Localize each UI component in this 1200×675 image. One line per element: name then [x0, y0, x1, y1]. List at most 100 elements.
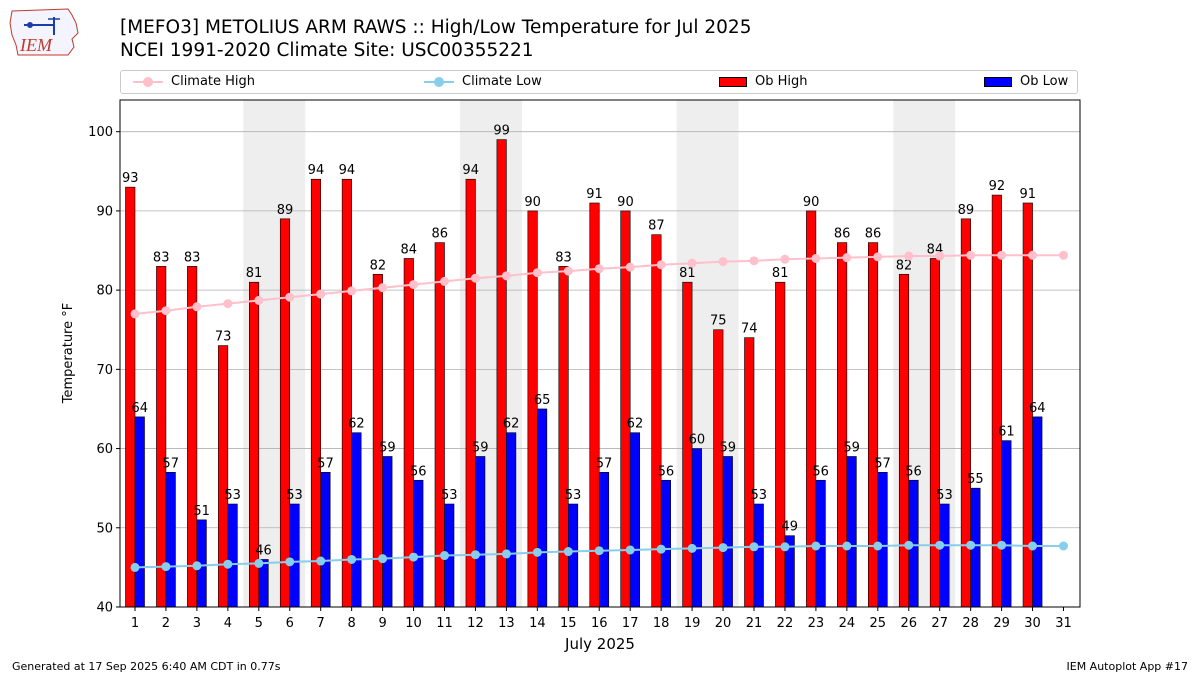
- bar-ob-low-21: [753, 503, 764, 608]
- climate-low-point-13: [501, 549, 511, 559]
- climate-high-point-15: [563, 266, 573, 276]
- climate-low-point-23: [811, 541, 821, 551]
- bar-ob-high-12: [465, 178, 476, 608]
- climate-high-point-12: [470, 273, 480, 283]
- xtick-label-12: 12: [467, 616, 484, 631]
- xtick-label-6: 6: [286, 616, 294, 631]
- bar-ob-high-24: [837, 242, 848, 608]
- xtick-label-15: 15: [560, 616, 577, 631]
- xtick-label-7: 7: [317, 616, 325, 631]
- label-ob-high-19: 81: [679, 266, 696, 281]
- label-ob-high-8: 94: [339, 163, 356, 178]
- climate-high-point-11: [440, 276, 449, 286]
- bar-ob-high-22: [775, 281, 786, 608]
- label-ob-high-9: 82: [370, 258, 387, 273]
- climate-high-point-3: [192, 302, 202, 312]
- xtick-label-30: 30: [1024, 616, 1041, 631]
- label-ob-low-1: 64: [131, 401, 148, 416]
- bar-ob-high-16: [589, 202, 600, 608]
- chart-title: [MEFO3] METOLIUS ARM RAWS :: High/Low Te…: [120, 17, 752, 38]
- label-ob-low-23: 56: [812, 464, 829, 479]
- xtick-label-4: 4: [224, 616, 232, 631]
- xtick-label-3: 3: [193, 616, 201, 631]
- bar-ob-low-2: [165, 472, 176, 608]
- climate-low-point-8: [347, 554, 357, 564]
- climate-low-point-21: [749, 542, 759, 552]
- xtick-label-11: 11: [436, 616, 453, 631]
- xtick-label-10: 10: [405, 616, 422, 631]
- bar-ob-low-13: [506, 432, 517, 608]
- label-ob-high-15: 83: [555, 250, 572, 265]
- climate-low-point-9: [378, 554, 388, 564]
- label-ob-low-9: 59: [379, 440, 396, 455]
- climate-low-point-27: [935, 540, 945, 550]
- label-ob-high-20: 75: [710, 314, 727, 329]
- climate-high-point-7: [316, 289, 326, 299]
- label-ob-high-21: 74: [741, 322, 758, 337]
- iem-logo: IEM: [9, 8, 79, 56]
- bar-ob-high-25: [867, 242, 879, 608]
- label-ob-high-11: 86: [431, 227, 448, 242]
- label-ob-high-23: 90: [803, 195, 820, 210]
- climate-high-point-14: [532, 268, 542, 278]
- x-axis-label: July 2025: [564, 635, 635, 653]
- legend-climate-high-label: Climate High: [171, 74, 256, 89]
- legend-item-ob-low: Ob Low: [984, 74, 1068, 89]
- xtick-label-29: 29: [993, 616, 1010, 631]
- label-ob-low-11: 53: [441, 488, 458, 503]
- climate-high-point-5: [254, 295, 264, 305]
- xtick-label-17: 17: [622, 616, 639, 631]
- label-ob-high-17: 90: [617, 195, 634, 210]
- climate-low-point-3: [192, 561, 202, 571]
- climate-high-point-19: [687, 258, 697, 268]
- bar-ob-low-14: [537, 408, 548, 608]
- label-ob-low-26: 56: [905, 464, 922, 479]
- label-ob-low-5: 46: [255, 543, 272, 558]
- bar-ob-high-26: [898, 273, 910, 608]
- label-ob-low-20: 59: [720, 440, 737, 455]
- xtick-label-22: 22: [777, 616, 794, 631]
- xtick-label-19: 19: [684, 616, 701, 631]
- legend-ob-high-swatch: [719, 76, 747, 87]
- xtick-label-18: 18: [653, 616, 670, 631]
- climate-low-point-24: [842, 541, 852, 551]
- logo-text: IEM: [19, 35, 53, 55]
- label-ob-high-30: 91: [1020, 187, 1037, 202]
- climate-high-point-4: [223, 299, 233, 309]
- climate-low-point-10: [409, 552, 419, 562]
- label-ob-low-2: 57: [162, 456, 179, 471]
- label-ob-low-21: 53: [750, 488, 767, 503]
- label-ob-high-12: 94: [462, 163, 479, 178]
- bar-ob-low-18: [660, 479, 671, 608]
- label-ob-high-25: 86: [865, 227, 882, 242]
- label-ob-high-18: 87: [648, 219, 665, 234]
- label-ob-high-22: 81: [772, 266, 789, 281]
- xtick-label-27: 27: [931, 616, 948, 631]
- label-ob-low-30: 64: [1029, 401, 1046, 416]
- climate-high-point-30: [1028, 250, 1038, 260]
- label-ob-low-10: 56: [410, 464, 427, 479]
- bar-ob-high-15: [558, 266, 569, 608]
- climate-high-point-25: [873, 252, 883, 262]
- climate-high-point-20: [718, 257, 728, 267]
- xtick-label-2: 2: [162, 616, 170, 631]
- xtick-label-25: 25: [870, 616, 887, 631]
- climate-high-point-16: [594, 264, 604, 274]
- xtick-label-9: 9: [378, 616, 386, 631]
- legend-item-climate-low: Climate Low: [424, 74, 542, 89]
- plot-frame: [119, 99, 1081, 608]
- climate-low-point-2: [161, 562, 171, 572]
- bar-ob-low-30: [1032, 416, 1043, 608]
- climate-low-point-20: [718, 543, 728, 553]
- bar-ob-low-9: [382, 456, 393, 608]
- iowa-outline-icon: [9, 8, 79, 56]
- climate-low-point-16: [594, 546, 604, 556]
- label-ob-high-14: 90: [524, 195, 541, 210]
- ytick-label-80: 80: [96, 284, 113, 299]
- label-ob-low-27: 53: [936, 488, 953, 503]
- bar-ob-low-16: [598, 472, 610, 608]
- label-ob-low-3: 51: [193, 504, 210, 519]
- xtick-label-21: 21: [746, 616, 763, 631]
- label-ob-low-29: 61: [998, 425, 1015, 440]
